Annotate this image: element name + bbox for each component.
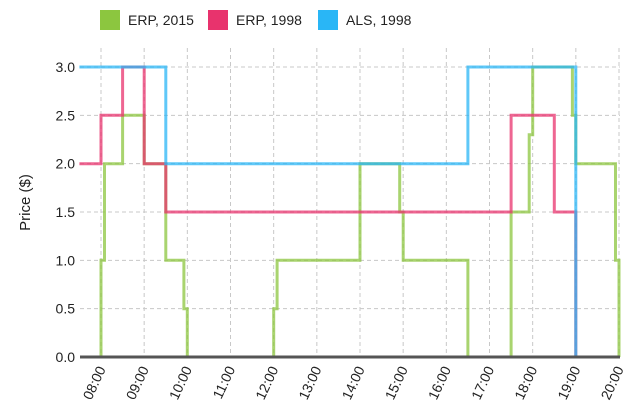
x-tick-label: 16:00: [425, 363, 454, 402]
grid: [80, 48, 620, 357]
legend-swatch: [318, 10, 338, 30]
series-line-3: [79, 65, 578, 357]
y-tick-label: 0.5: [56, 301, 76, 317]
x-tick-label: 15:00: [382, 363, 411, 402]
legend: ERP, 2015 ERP, 1998 ALS, 1998: [100, 10, 412, 30]
y-tick-label: 2.5: [56, 107, 76, 123]
x-tick-label: 08:00: [79, 363, 108, 402]
x-tick-label: 14:00: [338, 363, 367, 402]
x-tick-label: 18:00: [511, 363, 540, 402]
x-tick-label: 09:00: [123, 363, 152, 402]
x-tick-label: 11:00: [209, 363, 238, 401]
x-tick-label: 20:00: [597, 363, 626, 402]
y-tick-label: 3.0: [56, 59, 76, 75]
legend-label: ALS, 1998: [346, 12, 412, 28]
y-axis-label: Price ($): [17, 174, 34, 231]
x-tick-label: 10:00: [166, 363, 195, 402]
x-tick-label: 19:00: [554, 363, 583, 402]
y-tick-label: 0.0: [56, 349, 76, 365]
axes: 0.0 0.5 1.0 1.5 2.0 2.5 3.0 08:00 09:00 10:00 11:0…: [56, 59, 627, 402]
x-tick-label: 17:00: [468, 363, 497, 402]
series-layer: [79, 65, 621, 359]
legend-swatch: [100, 10, 120, 30]
x-tick-label: 13:00: [295, 363, 324, 402]
legend-swatch: [208, 10, 228, 30]
x-tick-label: 12:00: [252, 363, 281, 402]
y-tick-label: 1.5: [56, 204, 76, 220]
legend-label: ERP, 2015: [128, 12, 194, 28]
y-tick-label: 1.0: [56, 252, 76, 268]
legend-label: ERP, 1998: [236, 12, 302, 28]
y-tick-label: 2.0: [56, 156, 76, 172]
